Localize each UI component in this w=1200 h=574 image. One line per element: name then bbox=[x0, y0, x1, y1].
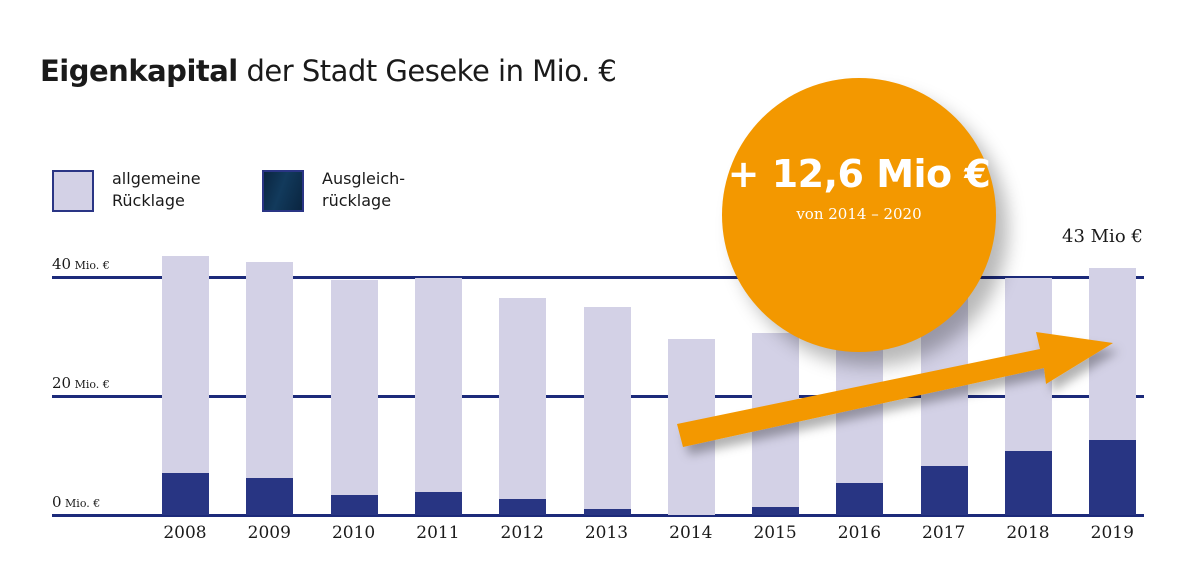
segment-ausgleich bbox=[414, 492, 462, 515]
max-annotation: 43 Mio € bbox=[1062, 226, 1143, 247]
gridline-0 bbox=[52, 514, 1144, 517]
segment-allgemeine bbox=[414, 278, 462, 515]
segment-allgemeine bbox=[162, 256, 209, 515]
segment-ausgleich bbox=[752, 507, 800, 515]
x-tick-label: 2011 bbox=[416, 523, 460, 543]
y-tick-label: 0 Mio. € bbox=[52, 493, 101, 511]
y-tick-label: 20 Mio. € bbox=[52, 374, 110, 392]
callout-headline: + 12,6 Mio € bbox=[727, 152, 991, 196]
segment-ausgleich bbox=[499, 498, 547, 515]
legend-swatch-dark bbox=[262, 170, 304, 212]
chart-title: Eigenkapital der Stadt Geseke in Mio. € bbox=[40, 54, 617, 88]
x-tick-label: 2016 bbox=[837, 523, 882, 543]
y-tick-label: 40 Mio. € bbox=[52, 255, 110, 273]
segment-ausgleich bbox=[1005, 450, 1052, 515]
segment-ausgleich bbox=[583, 509, 631, 515]
segment-allgemeine bbox=[583, 306, 631, 515]
segment-ausgleich bbox=[836, 483, 884, 515]
legend-label-line2: Rücklage bbox=[112, 191, 185, 210]
bar-2012 bbox=[499, 297, 547, 515]
title-bold: Eigenkapital bbox=[40, 54, 238, 88]
x-tick-label: 2013 bbox=[584, 523, 629, 543]
x-tick-label: 2018 bbox=[1006, 523, 1050, 543]
bar-2017 bbox=[920, 294, 968, 515]
legend-item-ausgleich: Ausgleich-rücklage bbox=[262, 168, 432, 212]
bar-2016 bbox=[836, 324, 884, 515]
x-tick-label: 2012 bbox=[500, 523, 544, 543]
legend-item-allgemeine: allgemeine Rücklage bbox=[52, 168, 222, 212]
callout-circle: + 12,6 Mio € von 2014 – 2020 bbox=[722, 78, 996, 352]
x-tick-label: 2009 bbox=[247, 523, 291, 543]
callout-subline: von 2014 – 2020 bbox=[796, 205, 922, 223]
segment-allgemeine bbox=[836, 324, 884, 515]
legend-swatch-light bbox=[52, 170, 94, 212]
segment-allgemeine bbox=[246, 261, 294, 515]
bar-2008 bbox=[162, 256, 209, 515]
title-rest: der Stadt Geseke in Mio. € bbox=[237, 54, 617, 88]
bar-2011 bbox=[414, 278, 462, 515]
gridline-40 bbox=[52, 276, 1144, 279]
x-tick-label: 2019 bbox=[1090, 523, 1134, 543]
x-tick-label: 2015 bbox=[753, 523, 797, 543]
bar-2009 bbox=[246, 261, 294, 515]
bar-2013 bbox=[583, 306, 631, 515]
segment-allgemeine bbox=[330, 279, 378, 515]
segment-ausgleich bbox=[162, 473, 209, 515]
x-tick-label: 2017 bbox=[922, 523, 966, 543]
legend-label-line1: Ausgleich- bbox=[322, 169, 406, 188]
legend-label-line1: allgemeine bbox=[112, 169, 201, 188]
segment-allgemeine bbox=[499, 297, 547, 515]
legend-label-line2: rücklage bbox=[322, 191, 392, 210]
segment-ausgleich bbox=[920, 465, 968, 515]
segment-ausgleich bbox=[246, 477, 294, 515]
x-tick-label: 2014 bbox=[669, 523, 713, 543]
bar-2010 bbox=[330, 279, 378, 515]
x-tick-label: 2010 bbox=[331, 523, 376, 543]
segment-ausgleich bbox=[1089, 440, 1137, 515]
segment-ausgleich bbox=[330, 495, 378, 515]
bar-2018 bbox=[1005, 278, 1052, 515]
x-tick-label: 2008 bbox=[163, 523, 207, 543]
bar-2019 bbox=[1089, 268, 1137, 515]
